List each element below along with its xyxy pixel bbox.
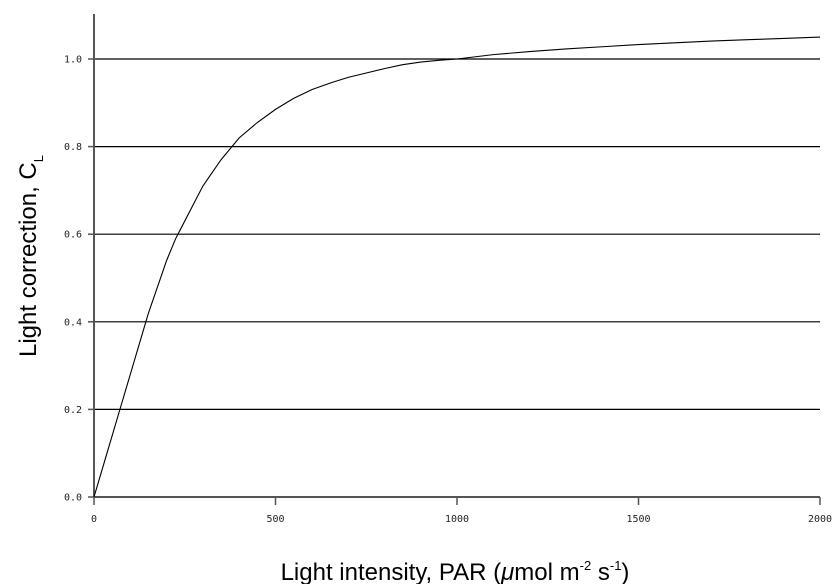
y-tick-label-0.0: 0.0 bbox=[64, 493, 82, 504]
x-tick-label-1000: 1000 bbox=[445, 514, 469, 525]
x-tick-label-1500: 1500 bbox=[626, 514, 650, 525]
gridlines bbox=[94, 58, 820, 410]
y-tick-label-0.4: 0.4 bbox=[64, 317, 82, 328]
x-axis-title: Light intensity, PAR (μmol m-2 s-1) bbox=[281, 558, 630, 584]
tick-labels: 0.0 0.2 0.4 0.6 0.8 1.0 0 500 1000 1500 2000 bbox=[64, 55, 832, 526]
y-tick-label-0.8: 0.8 bbox=[64, 142, 82, 153]
x-tick-label-500: 500 bbox=[266, 514, 284, 525]
y-axis-title: Light correction, CL bbox=[15, 155, 46, 357]
series-line-light-correction bbox=[93, 36, 821, 498]
y-tick-label-0.2: 0.2 bbox=[64, 405, 82, 416]
y-tick-label-1.0: 1.0 bbox=[64, 55, 82, 66]
x-tick-label-0: 0 bbox=[91, 514, 97, 525]
y-tick-label-0.6: 0.6 bbox=[64, 230, 82, 241]
tick-marks bbox=[88, 58, 821, 505]
x-tick-label-2000: 2000 bbox=[808, 514, 832, 525]
